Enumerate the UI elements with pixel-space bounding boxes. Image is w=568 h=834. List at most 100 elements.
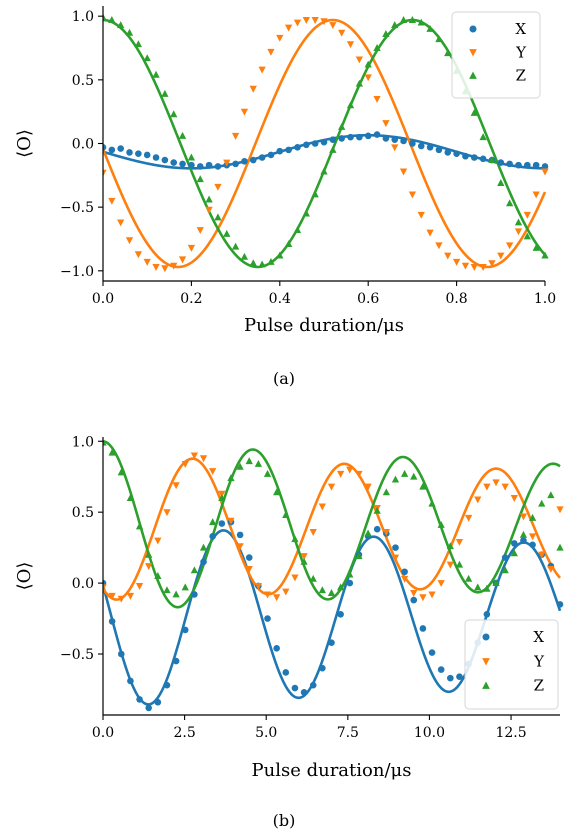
data-point-z: [172, 590, 180, 598]
data-point-z: [483, 584, 491, 592]
data-point-x: [524, 161, 531, 169]
legend-label-x: X: [515, 20, 526, 38]
y-tick-label: 0.5: [72, 73, 94, 89]
data-point-z: [218, 494, 226, 501]
data-point-x: [435, 146, 443, 154]
data-point-y: [187, 244, 196, 252]
data-point-z: [455, 560, 464, 568]
data-point-y: [435, 242, 443, 250]
data-point-y: [338, 29, 346, 37]
data-point-z: [373, 506, 381, 514]
data-point-z: [428, 499, 436, 507]
data-point-y: [318, 503, 326, 511]
data-point-z: [181, 583, 189, 591]
data-point-x: [444, 149, 452, 156]
data-point-z: [152, 70, 160, 78]
legend-box: [451, 11, 541, 99]
data-point-x: [191, 591, 198, 598]
data-point-x: [529, 541, 536, 549]
data-point-z: [464, 574, 473, 582]
data-point-x: [291, 684, 299, 692]
data-point-x: [264, 615, 271, 622]
data-point-y: [455, 538, 464, 546]
legend-marker-z: [469, 71, 477, 79]
data-point-z: [382, 488, 390, 496]
data-point-y: [125, 237, 134, 245]
data-point-z: [117, 468, 125, 476]
data-point-z: [337, 583, 345, 591]
data-point-y: [382, 529, 390, 536]
data-point-z: [320, 167, 328, 175]
data-point-x: [470, 154, 478, 161]
data-point-z: [254, 459, 263, 467]
legend-label-x: X: [533, 628, 544, 646]
data-point-y: [143, 258, 151, 266]
x-axis-label: Pulse duration/μs: [244, 315, 404, 336]
y-tick-label: 1.0: [72, 434, 94, 450]
data-point-z: [444, 49, 452, 57]
y-axis-label: ⟨O⟩: [14, 129, 35, 158]
data-point-y: [170, 262, 178, 270]
data-point-x: [273, 645, 280, 652]
data-point-z: [309, 574, 317, 582]
data-point-x: [285, 146, 292, 154]
data-point-x: [214, 163, 222, 170]
data-point-z: [318, 586, 326, 594]
chart-panel-b: 0.0 2.5 5.0 7.5 10.0 12.5 −0.5 0.0 0.5 1.0 Pulse d…: [14, 434, 564, 830]
data-point-x: [453, 150, 460, 157]
data-point-y: [134, 251, 142, 259]
data-point-y: [391, 144, 399, 152]
data-point-z: [519, 530, 528, 538]
data-point-y: [444, 252, 452, 260]
data-point-z: [236, 462, 244, 470]
data-point-z: [108, 16, 116, 23]
legend-marker-x: [482, 633, 490, 641]
data-point-y: [514, 228, 523, 236]
data-point-z: [161, 89, 169, 97]
x-tick-label: 12.5: [495, 725, 526, 741]
data-point-x: [232, 160, 239, 168]
data-point-z: [282, 511, 290, 518]
data-point-y: [329, 22, 337, 30]
data-point-x: [135, 150, 142, 157]
x-tick-label: 1.0: [534, 291, 556, 307]
data-point-z: [547, 491, 555, 499]
data-point-y: [408, 191, 417, 199]
data-point-y: [355, 56, 363, 64]
data-point-x: [364, 132, 372, 140]
data-point-x: [258, 154, 266, 161]
data-point-x: [409, 140, 416, 147]
data-point-z: [514, 218, 523, 226]
data-point-y: [510, 495, 518, 502]
y-tick-label: −0.5: [60, 200, 94, 216]
data-point-y: [181, 460, 189, 468]
data-point-z: [417, 18, 425, 26]
data-point-y: [285, 24, 293, 32]
data-point-y: [117, 595, 125, 603]
data-point-y: [254, 582, 263, 590]
data-point-y: [506, 242, 514, 250]
data-point-x: [329, 136, 337, 143]
data-point-z: [263, 469, 272, 477]
x-tick-label: 2.5: [173, 725, 195, 741]
data-point-z: [170, 110, 178, 118]
data-point-z: [240, 252, 249, 260]
data-point-x: [311, 140, 319, 147]
data-point-y: [538, 551, 546, 559]
data-point-x: [209, 532, 216, 540]
data-point-y: [276, 34, 284, 42]
data-point-z: [291, 535, 299, 543]
data-point-y: [108, 592, 116, 600]
data-point-y: [199, 455, 208, 463]
data-point-x: [108, 618, 116, 625]
data-point-y: [209, 468, 217, 476]
data-point-z: [293, 226, 302, 234]
data-point-x: [462, 152, 469, 160]
data-point-x: [236, 531, 244, 539]
data-point-x: [391, 136, 399, 143]
legend-label-y: Y: [533, 652, 545, 670]
data-point-z: [528, 513, 537, 521]
data-point-z: [541, 251, 549, 259]
data-point-x: [188, 161, 195, 169]
data-point-z: [355, 552, 363, 560]
